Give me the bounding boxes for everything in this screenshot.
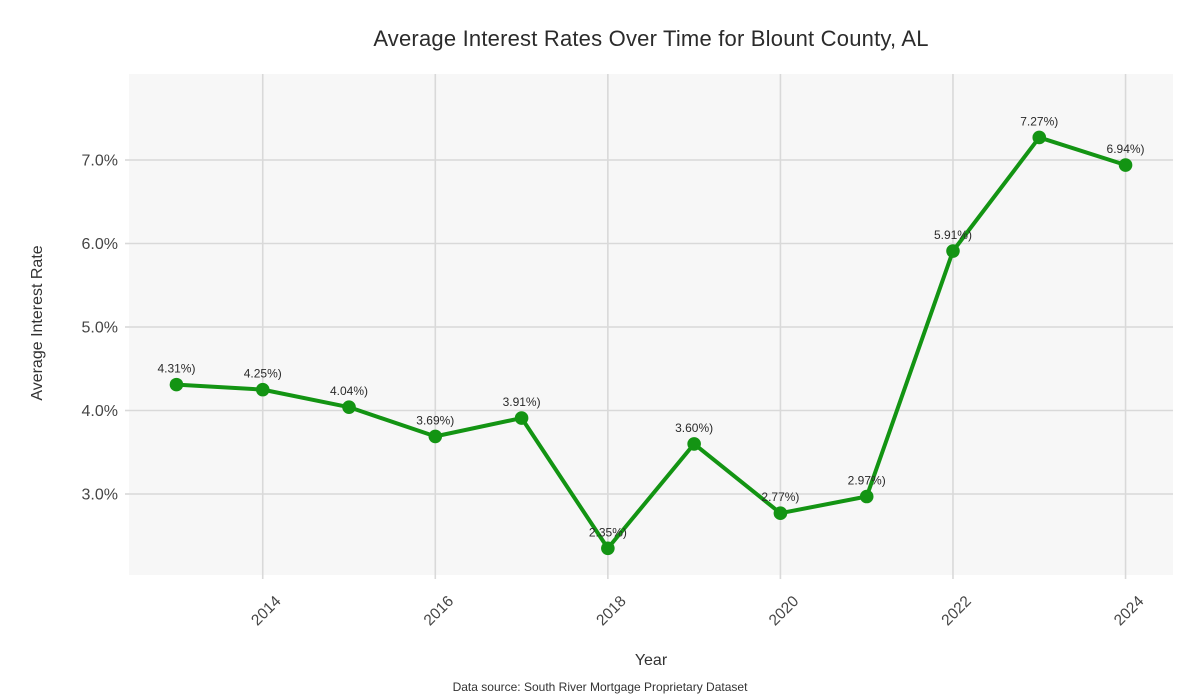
y-tick-label: 5.0% — [82, 320, 118, 337]
interest-rate-line — [174, 135, 1128, 551]
data-point — [601, 541, 615, 556]
data-point — [687, 437, 701, 451]
x-tick-label: 2016 — [421, 593, 457, 629]
x-axis-title: Year — [634, 652, 668, 669]
data-point-label: 2.35%) — [589, 525, 627, 539]
data-point — [169, 377, 184, 392]
plot-panel — [129, 74, 1173, 575]
data-point-label: 3.60%) — [675, 421, 713, 435]
x-tick-label: 2018 — [593, 593, 629, 629]
data-point — [859, 489, 874, 504]
chart-title: Average Interest Rates Over Time for Blo… — [373, 26, 929, 51]
data-source-note: Data source: South River Mortgage Propri… — [452, 680, 748, 694]
data-point-label: 6.94%) — [1107, 142, 1145, 156]
y-tick-label: 7.0% — [82, 153, 118, 170]
data-point — [946, 244, 960, 258]
data-point-label: 7.27%) — [1020, 114, 1058, 128]
x-tick-label: 2014 — [248, 593, 285, 630]
y-tick-label: 6.0% — [82, 236, 118, 253]
data-point — [342, 400, 356, 414]
data-point-label: 5.91%) — [934, 228, 972, 242]
data-point — [514, 411, 529, 425]
data-point-label: 3.91%) — [503, 395, 541, 409]
south-river-mortgage-logo: South River Mortgage — [0, 608, 160, 688]
data-point-label: 2.97%) — [848, 474, 886, 488]
data-point-label: 4.31%) — [157, 362, 195, 376]
x-tick-label: 2022 — [938, 593, 974, 629]
data-point — [773, 506, 788, 521]
y-tick-label: 4.0% — [82, 403, 118, 420]
data-point-label: 4.25%) — [244, 367, 282, 381]
data-point-label: 4.04%) — [330, 384, 368, 398]
data-point — [1118, 158, 1133, 172]
data-point-label: 3.69%) — [416, 413, 454, 427]
x-tick-label: 2020 — [766, 593, 803, 630]
data-point-label: 2.77%) — [761, 490, 799, 504]
data-point — [255, 382, 270, 397]
y-tick-label: 3.0% — [82, 487, 118, 504]
x-tick-label: 2024 — [1111, 593, 1148, 630]
data-point — [428, 429, 443, 444]
data-point — [1032, 130, 1047, 145]
